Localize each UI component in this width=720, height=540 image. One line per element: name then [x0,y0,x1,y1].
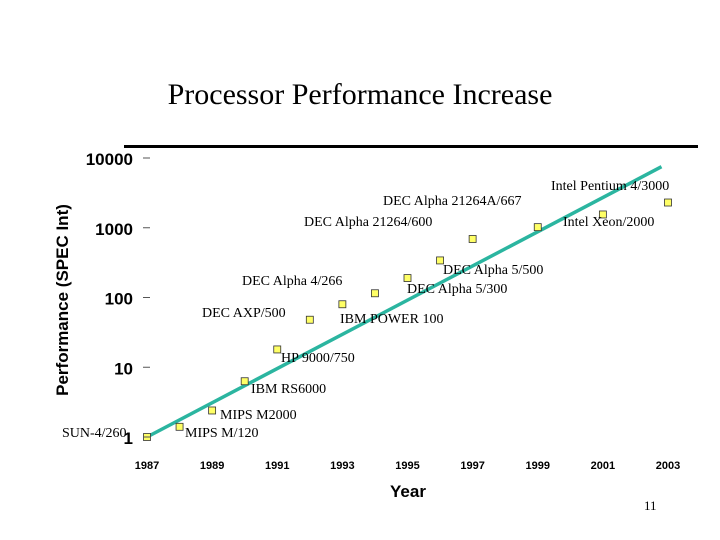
y-tick-label: 1 [124,429,133,448]
data-point [208,406,217,415]
data-point [468,235,477,243]
data-point-label: DEC Alpha 4/266 [242,274,342,289]
x-tick-label: 1987 [135,460,159,472]
data-point [664,198,672,207]
data-point-label: IBM RS6000 [251,382,326,397]
data-point-label: DEC AXP/500 [202,306,286,321]
data-point-label: DEC Alpha 5/500 [443,263,543,278]
x-tick-label: 1993 [330,460,354,472]
x-axis-label: Year [390,482,426,501]
data-point-label: Intel Xeon/2000 [563,215,654,230]
data-point-label: HP 9000/750 [281,351,355,366]
data-point-label: IBM POWER 100 [340,312,443,327]
data-point [240,377,249,386]
x-tick-label: 1999 [526,460,550,472]
page-number: 11 [644,498,657,513]
data-point [305,315,314,324]
y-tick-label: 10 [114,359,133,378]
data-point-label: MIPS M/120 [185,426,259,441]
data-point [533,223,542,232]
y-tick-label: 1000 [95,220,133,239]
data-point-label: SUN-4/260 [62,426,127,441]
data-point-label: Intel Pentium 4/3000 [551,179,669,194]
data-point [175,422,184,431]
data-point-label: DEC Alpha 21264/600 [304,215,432,230]
data-point-label: MIPS M2000 [220,408,297,423]
data-point-label: DEC Alpha 5/300 [407,282,507,297]
slide-title: Processor Performance Increase [167,78,553,111]
x-tick-label: 1997 [460,460,484,472]
x-tick-label: 2001 [591,460,615,472]
x-tick-label: 1991 [265,460,289,472]
data-point [403,274,412,282]
data-point [436,256,444,265]
data-point-label: DEC Alpha 21264A/667 [383,194,521,209]
trend-line [146,165,663,439]
data-point [598,210,607,219]
data-point [338,300,347,309]
chart-frame [124,145,698,148]
x-tick-label: 1995 [395,460,419,472]
y-tick-label: 10000 [86,150,133,169]
y-axis-label: Performance (SPEC Int) [53,204,72,396]
y-tick-label: 100 [105,290,133,309]
data-point [273,345,282,354]
x-tick-label: 2003 [656,460,680,472]
data-point [371,289,379,298]
x-tick-label: 1989 [200,460,224,472]
